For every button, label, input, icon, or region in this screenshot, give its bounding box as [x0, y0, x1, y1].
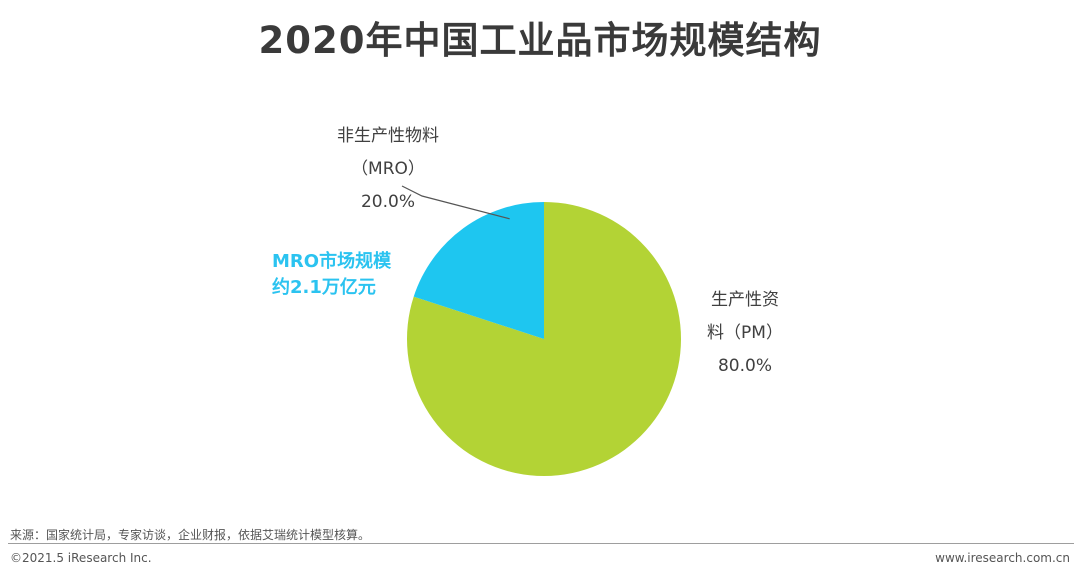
- website-link[interactable]: www.iresearch.com.cn: [935, 551, 1070, 565]
- callout-line2: 约2.1万亿元: [272, 277, 376, 298]
- slice-label-mro: 非生产性物料 （MRO） 20.0%: [296, 120, 480, 219]
- copyright-text: ©2021.5 iResearch Inc.: [10, 551, 152, 565]
- slice-label-pm: 生产性资 料（PM） 80.0%: [680, 284, 810, 383]
- footer-divider: [8, 543, 1074, 544]
- slice-value-mro: 20.0%: [360, 192, 415, 212]
- slice-label-pm-line2: 料（PM）: [707, 323, 783, 343]
- slice-label-mro-line2: （MRO）: [351, 159, 425, 179]
- slice-label-mro-line1: 非生产性物料: [337, 126, 439, 146]
- slice-label-pm-line1: 生产性资: [711, 290, 779, 310]
- callout-line1: MRO市场规模: [272, 251, 392, 272]
- source-note: 来源：国家统计局，专家访谈，企业财报，依据艾瑞统计模型核算。: [10, 528, 371, 542]
- chart-title: 2020年中国工业品市场规模结构: [258, 19, 822, 62]
- slice-value-pm: 80.0%: [717, 356, 772, 376]
- mro-size-callout: MRO市场规模 约2.1万亿元: [272, 249, 391, 301]
- pie-slice-mro: [413, 202, 544, 339]
- mro-leader-line: [401, 185, 510, 220]
